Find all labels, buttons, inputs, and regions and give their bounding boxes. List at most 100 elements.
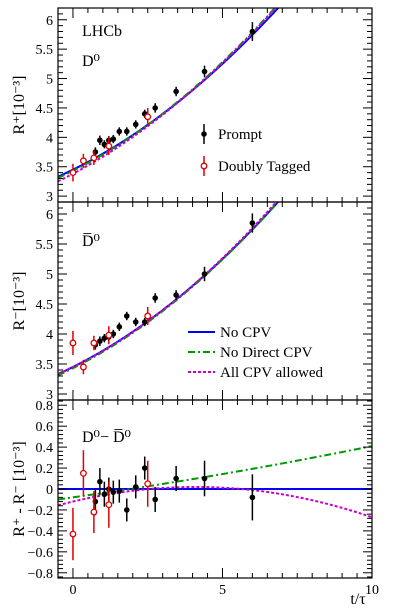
bottom-doubly-tagged-point-marker	[90, 508, 98, 516]
bottom-prompt-point-marker	[101, 491, 108, 498]
bottom-prompt-point-marker	[201, 475, 208, 482]
top-prompt-point-marker	[132, 121, 139, 128]
middle-doubly-tagged-point	[69, 331, 77, 355]
top-doubly-tagged-point	[69, 163, 77, 182]
top-prompt-point-marker	[116, 128, 123, 135]
bottom-ytick-label: 0.2	[36, 462, 54, 477]
bottom-prompt-point	[249, 474, 256, 521]
middle-prompt-point	[141, 317, 148, 327]
d0-label: D⁰	[82, 53, 100, 70]
bottom-curve-no-direct-cpv	[58, 445, 372, 501]
middle-prompt-point-marker	[201, 271, 208, 277]
bottom-prompt-point-marker	[132, 484, 139, 490]
d0bar-label: D̅⁰	[82, 232, 100, 250]
middle-prompt-point	[152, 293, 158, 303]
top-prompt-point	[110, 134, 117, 144]
bottom-doubly-tagged-point-marker	[79, 469, 87, 477]
top-prompt-point	[173, 86, 179, 97]
text-layer: 3 3.5 4 4.5 5 5.5 6 R⁺[10⁻³] 3 3.5 4 4.5 5 5.5 6 R⁻[10⁻…	[11, 14, 379, 608]
middle-doubly-tagged-point-marker	[105, 331, 113, 339]
middle-prompt-point	[116, 322, 123, 331]
middle-prompt-point-marker	[173, 292, 179, 298]
bottom-doubly-tagged-point-marker	[105, 501, 113, 509]
middle-prompt-point-marker	[97, 338, 103, 345]
bottom-prompt-point	[116, 479, 123, 503]
middle-doubly-tagged-point	[90, 335, 98, 351]
xlabel: t/τ	[350, 591, 366, 608]
legend-entry: No Direct CPV	[220, 345, 313, 361]
top-prompt-point-marker	[249, 28, 256, 35]
bottom-prompt-point	[152, 486, 158, 513]
middle-prompt-point-marker	[152, 295, 158, 301]
bottom-prompt-point	[110, 480, 117, 504]
top-doubly-tagged-point-marker	[144, 113, 152, 121]
top-prompt-point	[132, 120, 139, 129]
top-doubly-tagged-point	[79, 153, 87, 168]
d0-minus-d0bar-label: D⁰− D̅⁰	[82, 428, 131, 446]
top-curve-no-direct-cpv	[58, 8, 277, 179]
middle-doubly-tagged-point	[144, 307, 152, 325]
middle-doubly-tagged-point-marker	[79, 363, 87, 371]
bottom-doubly-tagged-point	[90, 491, 98, 533]
top-ytick-label: 3	[46, 190, 53, 205]
fit-curves-layer	[58, 8, 372, 519]
middle-prompt-point	[123, 311, 130, 321]
top-ytick-label: 4.5	[36, 102, 54, 117]
top-ytick-label: 5	[46, 73, 53, 88]
bottom-prompt-point-marker	[141, 465, 148, 471]
middle-doubly-tagged-point-marker	[90, 339, 98, 347]
top-prompt-point-marker	[173, 88, 179, 95]
bottom-ytick-label: 0.6	[36, 420, 54, 435]
bottom-ytick-label: −0.4	[28, 525, 53, 540]
middle-prompt-point-marker	[123, 313, 130, 319]
bottom-prompt-point	[123, 498, 130, 522]
bottom-prompt-point-marker	[123, 507, 130, 513]
top-doubly-tagged-point	[144, 107, 152, 126]
middle-ytick-label: 3	[46, 388, 53, 403]
lhcb-label: LHCb	[82, 23, 122, 40]
middle-doubly-tagged-point	[105, 326, 113, 345]
top-ytick-label: 6	[46, 14, 53, 29]
middle-prompt-point	[101, 334, 108, 343]
middle-ytick-label: 4	[46, 328, 53, 343]
middle-doubly-tagged-point-marker	[69, 339, 77, 347]
bottom-ytick-label: 0	[46, 483, 53, 498]
top-doubly-tagged-point-marker	[69, 169, 77, 177]
xtick-label: 10	[365, 583, 379, 598]
middle-prompt-point-marker	[101, 335, 108, 342]
middle-ytick-label: 4.5	[36, 298, 54, 313]
top-doubly-tagged-point	[105, 137, 113, 155]
top-prompt-point	[116, 127, 123, 136]
top-prompt-point	[152, 103, 158, 113]
middle-prompt-point	[132, 317, 139, 327]
bottom-ytick-label: −0.2	[28, 504, 53, 519]
legend-entry: All CPV allowed	[220, 365, 324, 381]
top-doubly-tagged-point-marker	[105, 142, 113, 150]
bottom-doubly-tagged-point	[105, 481, 113, 528]
top-prompt-point-marker	[97, 137, 103, 144]
middle-prompt-point-marker	[141, 319, 148, 325]
top-curve-all-cpv-allowed	[58, 8, 278, 183]
top-prompt-point-marker	[110, 136, 117, 142]
top-prompt-point	[97, 135, 103, 145]
middle-curve-no-cpv	[58, 202, 280, 376]
data-points-layer	[69, 22, 256, 561]
middle-prompt-point	[173, 290, 179, 300]
legend-marker-filled	[201, 131, 207, 137]
top-prompt-point	[201, 65, 208, 78]
middle-ytick-label: 5	[46, 268, 53, 283]
bottom-prompt-point	[173, 465, 179, 492]
middle-prompt-point	[249, 213, 256, 233]
top-doubly-tagged-point-marker	[79, 157, 87, 165]
top-ylabel: R⁺[10⁻³]	[11, 75, 28, 134]
top-doubly-tagged-point	[90, 150, 98, 165]
middle-prompt-point-marker	[116, 324, 123, 330]
middle-ytick-label: 5.5	[36, 238, 54, 253]
top-prompt-point	[249, 22, 256, 41]
middle-prompt-point	[97, 336, 103, 346]
middle-prompt-point	[201, 266, 208, 282]
bottom-prompt-point-marker	[152, 496, 158, 503]
bottom-ytick-label: −0.6	[28, 546, 53, 561]
middle-panel-frame	[57, 201, 373, 401]
